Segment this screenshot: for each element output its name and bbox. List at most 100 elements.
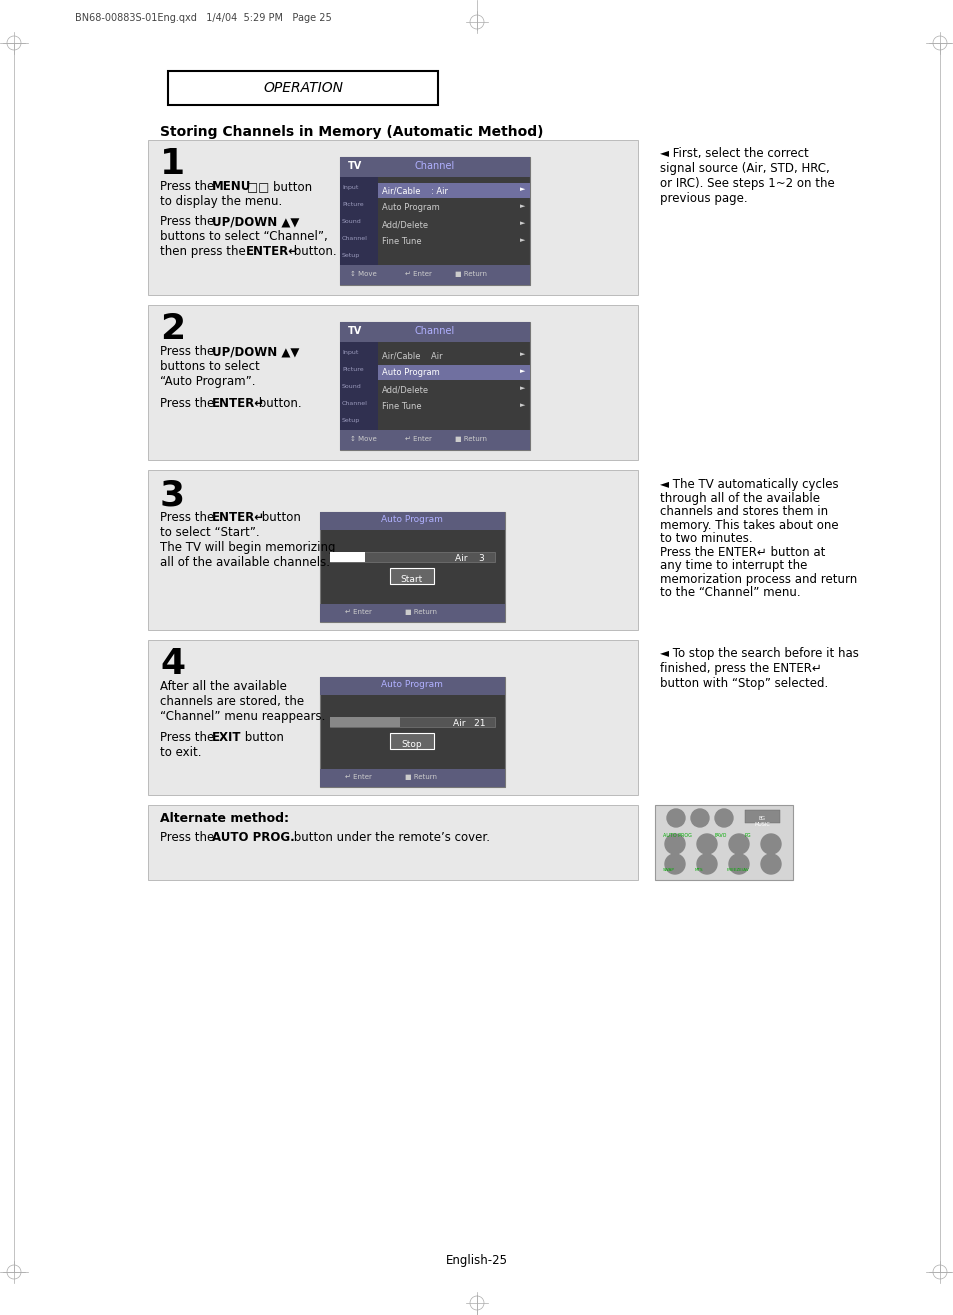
Circle shape (760, 834, 781, 853)
Text: Input: Input (341, 350, 358, 355)
Text: Press the: Press the (160, 831, 218, 844)
Text: PG: PG (744, 832, 751, 838)
Text: ↕ Move: ↕ Move (350, 271, 376, 277)
Text: Fine Tune: Fine Tune (381, 402, 421, 412)
Bar (390, 568, 434, 584)
Text: ■ Return: ■ Return (455, 437, 486, 442)
Text: English-25: English-25 (446, 1255, 507, 1266)
Circle shape (664, 853, 684, 874)
Text: ■ Return: ■ Return (405, 775, 436, 780)
Text: Channel: Channel (415, 326, 455, 337)
Text: TV: TV (348, 160, 362, 171)
Bar (390, 732, 434, 750)
Circle shape (728, 853, 748, 874)
Text: □□ button: □□ button (247, 180, 312, 193)
Circle shape (714, 809, 732, 827)
Bar (148, 640, 638, 796)
Bar (330, 717, 495, 727)
Text: any time to interrupt the: any time to interrupt the (659, 559, 806, 572)
Text: Start: Start (400, 575, 423, 584)
Text: Press the: Press the (160, 512, 218, 523)
Text: ↕ Move: ↕ Move (350, 437, 376, 442)
Text: 4: 4 (160, 647, 185, 681)
Text: MTS: MTS (695, 868, 703, 872)
Text: “Auto Program”.: “Auto Program”. (160, 375, 255, 388)
Circle shape (697, 853, 717, 874)
Text: memorization process and return: memorization process and return (659, 572, 857, 585)
Text: button.: button. (290, 245, 336, 258)
Text: MENU: MENU (212, 180, 251, 193)
Circle shape (664, 834, 684, 853)
Text: button with “Stop” selected.: button with “Stop” selected. (659, 677, 827, 690)
Text: Press the: Press the (160, 214, 218, 227)
Text: Channel: Channel (341, 235, 368, 241)
Bar (148, 805, 638, 880)
Bar (377, 366, 530, 380)
Text: Air    3: Air 3 (455, 554, 484, 563)
Bar (148, 139, 638, 295)
Text: through all of the available: through all of the available (659, 492, 820, 505)
Text: AUTO PROG: AUTO PROG (662, 832, 691, 838)
Text: TV: TV (348, 326, 362, 337)
Circle shape (728, 834, 748, 853)
Text: ↵ Enter: ↵ Enter (405, 437, 432, 442)
Text: Add/Delete: Add/Delete (381, 220, 429, 229)
Text: Channel: Channel (341, 401, 368, 406)
Text: ■ Return: ■ Return (405, 609, 436, 615)
Text: ENTER↵: ENTER↵ (246, 245, 299, 258)
Bar (339, 322, 530, 450)
Bar (319, 677, 504, 696)
Bar (339, 156, 530, 285)
Text: Auto Program: Auto Program (381, 368, 439, 377)
Text: 2: 2 (160, 312, 185, 346)
Text: 3: 3 (160, 477, 185, 512)
Text: ↵ Enter: ↵ Enter (345, 609, 372, 615)
Text: “Channel” menu reappears.: “Channel” menu reappears. (160, 710, 325, 723)
Text: channels and stores them in: channels and stores them in (659, 505, 827, 518)
Text: Auto Program: Auto Program (381, 203, 439, 212)
Text: Press the: Press the (160, 731, 218, 744)
Text: Air/Cable    Air: Air/Cable Air (381, 351, 442, 360)
Text: ↵ Enter: ↵ Enter (345, 775, 372, 780)
Text: ►: ► (519, 402, 524, 408)
Bar (655, 805, 792, 880)
Bar (148, 469, 638, 630)
Text: Fine Tune: Fine Tune (381, 237, 421, 246)
Text: ►: ► (519, 220, 524, 226)
Text: buttons to select “Channel”,: buttons to select “Channel”, (160, 230, 328, 243)
Text: Picture: Picture (341, 367, 363, 372)
Bar (319, 512, 504, 622)
Text: ENTER↵: ENTER↵ (212, 397, 265, 410)
Text: ■ Return: ■ Return (455, 271, 486, 277)
Text: ►: ► (519, 368, 524, 373)
Text: Input: Input (341, 185, 358, 189)
Text: The TV will begin memorizing: The TV will begin memorizing (160, 540, 335, 554)
Bar (339, 342, 377, 430)
Text: signal source (Air, STD, HRC,: signal source (Air, STD, HRC, (659, 162, 829, 175)
Text: ►: ► (519, 185, 524, 192)
Text: SWAP: SWAP (662, 868, 674, 872)
Text: Setup: Setup (341, 418, 360, 423)
Text: ◄ To stop the search before it has: ◄ To stop the search before it has (659, 647, 858, 660)
Text: finished, press the ENTER↵: finished, press the ENTER↵ (659, 661, 821, 675)
Text: Storing Channels in Memory (Automatic Method): Storing Channels in Memory (Automatic Me… (160, 125, 543, 139)
Text: ◄ The TV automatically cycles: ◄ The TV automatically cycles (659, 477, 838, 490)
Text: ►: ► (519, 385, 524, 391)
Text: Auto Program: Auto Program (380, 515, 442, 523)
Text: Air/Cable    : Air: Air/Cable : Air (381, 185, 448, 195)
Bar (319, 604, 504, 622)
Text: ENTER↵: ENTER↵ (212, 512, 265, 523)
Text: UP/DOWN ▲▼: UP/DOWN ▲▼ (212, 345, 299, 358)
Text: Alternate method:: Alternate method: (160, 811, 289, 825)
Bar (319, 512, 504, 530)
Text: Setup: Setup (341, 252, 360, 258)
Text: Sound: Sound (341, 220, 361, 224)
Bar (168, 71, 437, 105)
Text: Press the: Press the (160, 345, 218, 358)
Text: AUTO PROG.: AUTO PROG. (212, 831, 294, 844)
Text: previous page.: previous page. (659, 192, 747, 205)
Text: channels are stored, the: channels are stored, the (160, 696, 304, 707)
Text: Sound: Sound (341, 384, 361, 389)
Bar (339, 322, 530, 342)
Bar (319, 677, 504, 786)
